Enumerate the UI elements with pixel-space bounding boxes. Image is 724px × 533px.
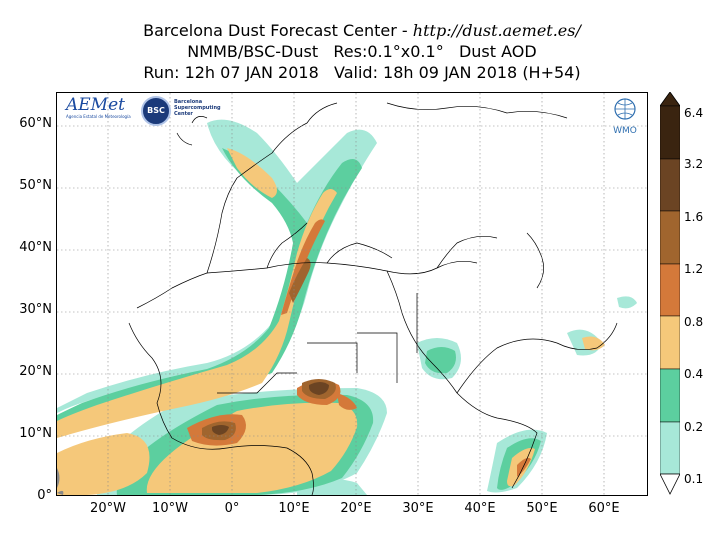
colorbar-label: 0.2 — [684, 420, 704, 434]
wmo-emblem-icon — [614, 98, 636, 120]
lat-label: 50°N — [19, 178, 52, 193]
lon-label: 10°E — [278, 501, 310, 516]
wmo-logo-text: WMO — [613, 126, 637, 136]
map-svg — [57, 93, 647, 495]
colorbar-band — [660, 105, 680, 160]
lon-label: 30°E — [402, 501, 434, 516]
dust-field — [57, 119, 637, 495]
lat-label: 20°N — [19, 364, 52, 379]
bsc-logo-text: BSC — [147, 106, 165, 115]
lon-label: 50°E — [526, 501, 558, 516]
graticule — [57, 93, 647, 495]
bsc-logo-icon: BSC — [141, 96, 171, 126]
lon-label: 0° — [224, 501, 240, 516]
colorbar-band — [660, 158, 680, 212]
dust-aod-map — [56, 92, 648, 496]
colorbar-label: 6.4 — [684, 106, 704, 120]
colorbar-band — [660, 421, 680, 475]
colorbar-label: 1.6 — [684, 210, 704, 224]
lat-label: 10°N — [19, 426, 52, 441]
colorbar-band — [660, 315, 680, 370]
colorbar-band — [660, 210, 680, 265]
colorbar-label: 3.2 — [684, 157, 704, 171]
lon-label: 60°E — [588, 501, 620, 516]
lat-label: 30°N — [19, 302, 52, 317]
colorbar-band — [660, 368, 680, 423]
coastlines — [128, 102, 618, 495]
title-url: http://dust.aemet.es/ — [412, 21, 581, 40]
lon-label: 10°W — [152, 501, 188, 516]
title-line-2: NMMB/BSC-Dust Res:0.1°x0.1° Dust AOD — [187, 42, 537, 61]
bsc-logo-caption: Barcelona Supercomputing Center — [174, 99, 221, 117]
colorbar-min-arrow — [660, 473, 680, 495]
title-line-1: Barcelona Dust Forecast Center - http://… — [0, 20, 724, 41]
wmo-logo: WMO — [608, 96, 642, 136]
aemet-logo-text: AEMet — [66, 95, 125, 115]
aemet-logo: AEMet Agencia Estatal de Meteorología — [66, 96, 132, 128]
colorbar-label: 0.1 — [684, 472, 704, 486]
colorbar-label: 0.8 — [684, 315, 704, 329]
aemet-logo-subtitle: Agencia Estatal de Meteorología — [66, 114, 131, 119]
colorbar — [660, 92, 680, 495]
lat-label: 40°N — [19, 240, 52, 255]
lat-label: 0° — [37, 488, 52, 503]
lat-label: 60°N — [19, 116, 52, 131]
lon-label: 20°E — [340, 501, 372, 516]
colorbar-label: 0.4 — [684, 367, 704, 381]
colorbar-max-arrow — [660, 92, 680, 107]
colorbar-band — [660, 263, 680, 317]
colorbar-label: 1.2 — [684, 262, 704, 276]
lon-label: 40°E — [464, 501, 496, 516]
title-line-3: Run: 12h 07 JAN 2018 Valid: 18h 09 JAN 2… — [143, 63, 581, 82]
lon-label: 20°W — [90, 501, 126, 516]
title-prefix: Barcelona Dust Forecast Center - — [143, 21, 413, 40]
